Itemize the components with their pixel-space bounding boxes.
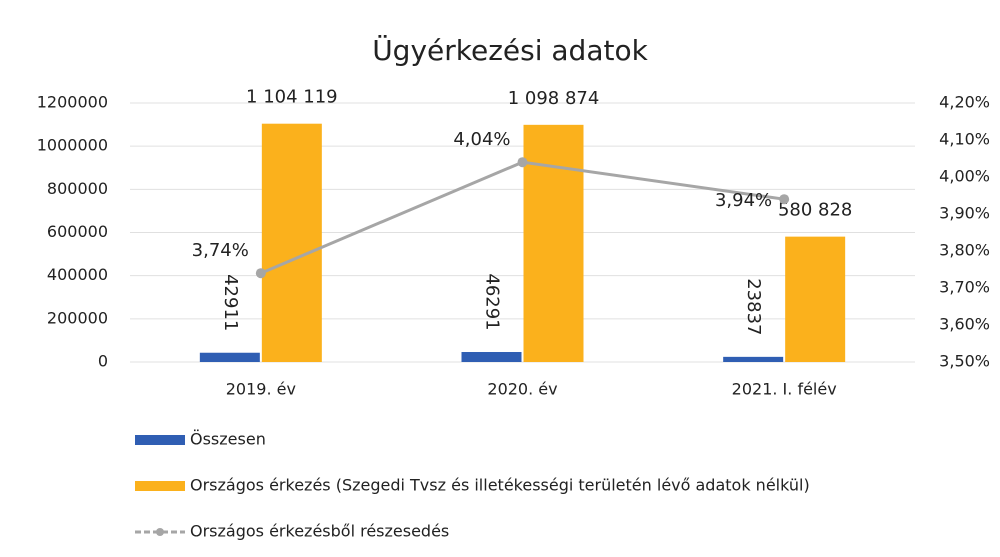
bar (199, 352, 260, 362)
legend-swatch (135, 435, 185, 445)
y-tick-label: 200000 (47, 308, 108, 327)
data-label: 580 828 (778, 200, 852, 221)
y2-tick-label: 3,90% (939, 204, 990, 223)
y-tick-label: 0 (98, 352, 108, 371)
y-tick-label: 1000000 (37, 136, 108, 155)
data-label: 3,74% (192, 240, 249, 261)
y2-tick-label: 3,70% (939, 278, 990, 297)
y2-tick-label: 3,60% (939, 315, 990, 334)
legend-label: Összesen (190, 430, 266, 449)
y-tick-label: 400000 (47, 265, 108, 284)
y2-tick-label: 4,00% (939, 167, 990, 186)
data-label: 3,94% (715, 190, 772, 211)
bar (723, 356, 784, 362)
line-point (779, 194, 790, 205)
data-label: 4,04% (453, 129, 510, 150)
data-label: 42911 (220, 274, 241, 331)
y2-tick-label: 4,10% (939, 130, 990, 149)
y-tick-label: 800000 (47, 179, 108, 198)
data-label: 23837 (743, 278, 764, 335)
y-tick-label: 1200000 (37, 93, 108, 112)
line-point (255, 268, 266, 279)
line (260, 160, 785, 275)
x-tick-label: 2021. I. félév (732, 380, 837, 399)
data-label: 1 104 119 (246, 87, 338, 108)
x-tick-label: 2019. év (226, 380, 296, 399)
y2-tick-label: 3,80% (939, 241, 990, 260)
y2-tick-label: 3,50% (939, 352, 990, 371)
legend-label: Országos érkezés (Szegedi Tvsz és illeté… (190, 476, 810, 495)
y2-tick-label: 4,20% (939, 93, 990, 112)
bar (785, 236, 846, 362)
data-label: 1 098 874 (508, 88, 600, 109)
bar (461, 352, 522, 362)
legend-swatch (156, 528, 164, 536)
bar (261, 123, 322, 363)
chart-title: Ügyérkezési adatok (372, 33, 648, 67)
x-tick-label: 2020. év (487, 380, 557, 399)
legend-swatch (135, 481, 185, 491)
y-tick-label: 600000 (47, 222, 108, 241)
data-label: 46291 (482, 273, 503, 330)
line-point (517, 157, 528, 168)
bar (523, 124, 584, 363)
legend-label: Országos érkezésből részesedés (190, 522, 449, 541)
